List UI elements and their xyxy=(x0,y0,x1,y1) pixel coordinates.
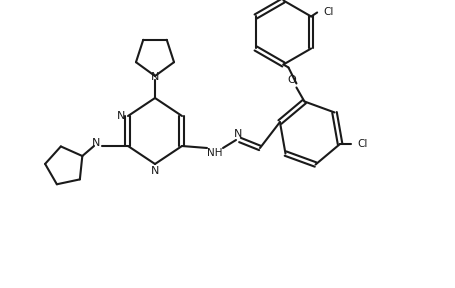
Text: Cl: Cl xyxy=(322,7,333,18)
Text: Cl: Cl xyxy=(356,139,366,149)
Text: O: O xyxy=(287,75,295,86)
Text: N: N xyxy=(116,111,125,121)
Text: N: N xyxy=(91,138,100,148)
Text: N: N xyxy=(151,166,159,176)
Text: N: N xyxy=(151,72,159,82)
Text: NH: NH xyxy=(207,148,222,158)
Text: N: N xyxy=(233,129,242,139)
